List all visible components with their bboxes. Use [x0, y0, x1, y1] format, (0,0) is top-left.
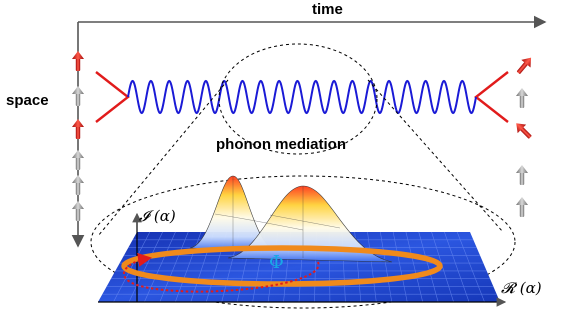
phonon-wave	[127, 79, 477, 115]
grid-line	[456, 231, 485, 303]
grid-line	[113, 231, 151, 303]
phase-rotation-arrow	[123, 252, 320, 293]
peak-mesh-lines	[214, 176, 341, 258]
left-vertex	[95, 71, 130, 123]
grid-line	[418, 231, 439, 303]
spin-tilted-red-icon	[513, 53, 536, 77]
projection-line-right	[367, 79, 504, 233]
grid-line	[159, 231, 189, 303]
real-axis-label: 𝓡 (α)	[501, 279, 542, 297]
spin-up-gray-icon	[516, 88, 528, 108]
phase-label: Φ	[269, 252, 284, 273]
grid-line	[128, 231, 163, 303]
grid-line	[392, 231, 408, 303]
grid-line	[367, 231, 377, 303]
imag-axis-label: 𝓘 (α)	[139, 207, 176, 225]
time-axis-label: time	[312, 1, 343, 18]
grid-line	[380, 231, 393, 303]
phonon-mediation-label: phonon mediation	[216, 136, 346, 153]
spin-up-gray-icon	[72, 201, 84, 221]
spin-up-gray-icon	[72, 86, 84, 106]
grid-line	[144, 231, 176, 303]
spin-up-red-icon	[72, 51, 84, 71]
grid-line	[444, 231, 470, 303]
right-vertex	[474, 71, 509, 123]
right-spin-column	[511, 53, 536, 217]
spin-up-gray-icon	[72, 175, 84, 195]
zoom-source-ellipse	[218, 43, 378, 155]
zoom-target-ellipse	[90, 175, 516, 309]
spin-up-gray-icon	[516, 165, 528, 185]
spin-tilted-red-icon	[511, 118, 535, 142]
spin-up-gray-icon	[72, 150, 84, 170]
space-axis-label: space	[6, 92, 49, 109]
grid-line	[175, 231, 202, 303]
projection-line-left	[97, 79, 229, 237]
grid-line	[405, 231, 423, 303]
spin-up-red-icon	[72, 119, 84, 139]
spin-up-gray-icon	[516, 197, 528, 217]
